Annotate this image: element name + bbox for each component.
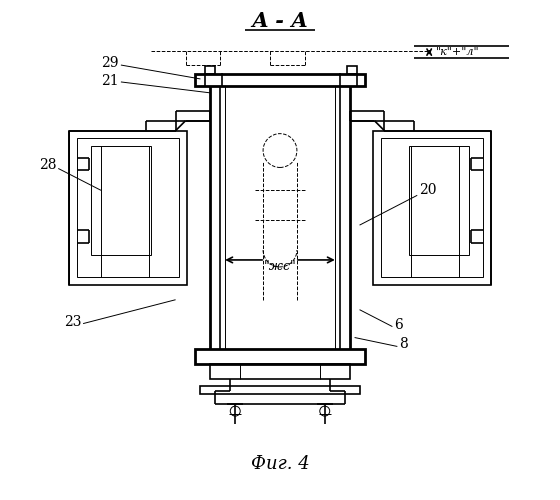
Text: 8: 8 bbox=[399, 338, 408, 351]
Bar bbox=[206, 66, 216, 74]
Text: Фиг. 4: Фиг. 4 bbox=[251, 455, 309, 473]
Bar bbox=[195, 350, 365, 364]
Bar bbox=[91, 146, 151, 255]
Bar bbox=[374, 130, 491, 285]
Text: 6: 6 bbox=[394, 318, 403, 332]
Text: 20: 20 bbox=[419, 184, 437, 198]
Bar bbox=[200, 386, 360, 394]
Bar bbox=[69, 130, 186, 285]
Bar bbox=[409, 146, 469, 255]
Text: А - А: А - А bbox=[251, 12, 309, 32]
Bar bbox=[195, 74, 365, 86]
Text: "жс": "жс" bbox=[264, 260, 296, 274]
Text: "к"+"л": "к"+"л" bbox=[436, 47, 480, 57]
Text: 29: 29 bbox=[101, 56, 119, 70]
Text: 23: 23 bbox=[64, 314, 81, 328]
Text: 28: 28 bbox=[39, 158, 56, 172]
Bar bbox=[381, 138, 483, 277]
Bar bbox=[77, 138, 179, 277]
Bar bbox=[211, 364, 349, 380]
Bar bbox=[347, 66, 357, 74]
Text: 21: 21 bbox=[101, 74, 119, 88]
